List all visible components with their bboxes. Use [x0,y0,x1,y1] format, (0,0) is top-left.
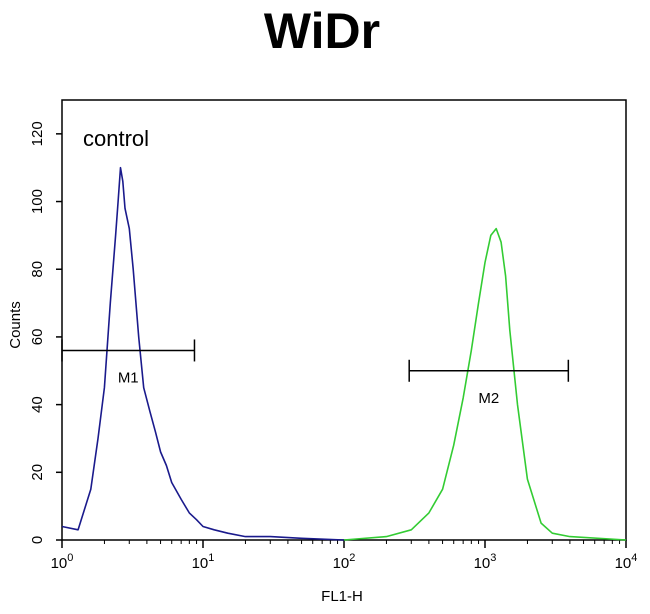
x-tick-label: 101 [192,552,215,572]
y-tick-label: 20 [29,464,46,481]
y-tick-label: 0 [29,536,46,544]
control-annotation: control [83,126,149,151]
histogram-series-2 [343,227,627,541]
y-tick-label: 40 [29,396,46,413]
series-group [61,166,627,541]
gate-markers: M1 M2 [61,339,570,407]
y-axis-label: Counts [7,301,24,349]
y-tick-label: 60 [29,329,46,346]
x-tick-label: 100 [51,552,74,572]
y-tick-label: 100 [29,189,46,214]
histogram-series-1 [61,166,345,541]
x-axis-ticks: 100 101 102 103 104 [51,540,638,572]
marker-label: M1 [118,369,139,386]
chart-title: WiDr [264,3,380,59]
y-axis-ticks: 0 20 40 60 80 100 120 [29,121,62,544]
x-tick-label: 104 [615,552,638,572]
marker-label: M2 [478,390,499,407]
x-axis-label: FL1-H [321,588,363,605]
y-tick-label: 120 [29,121,46,146]
x-tick-label: 102 [333,552,356,572]
plot-frame [61,99,627,541]
x-tick-label: 103 [474,552,497,572]
y-tick-label: 80 [29,261,46,278]
